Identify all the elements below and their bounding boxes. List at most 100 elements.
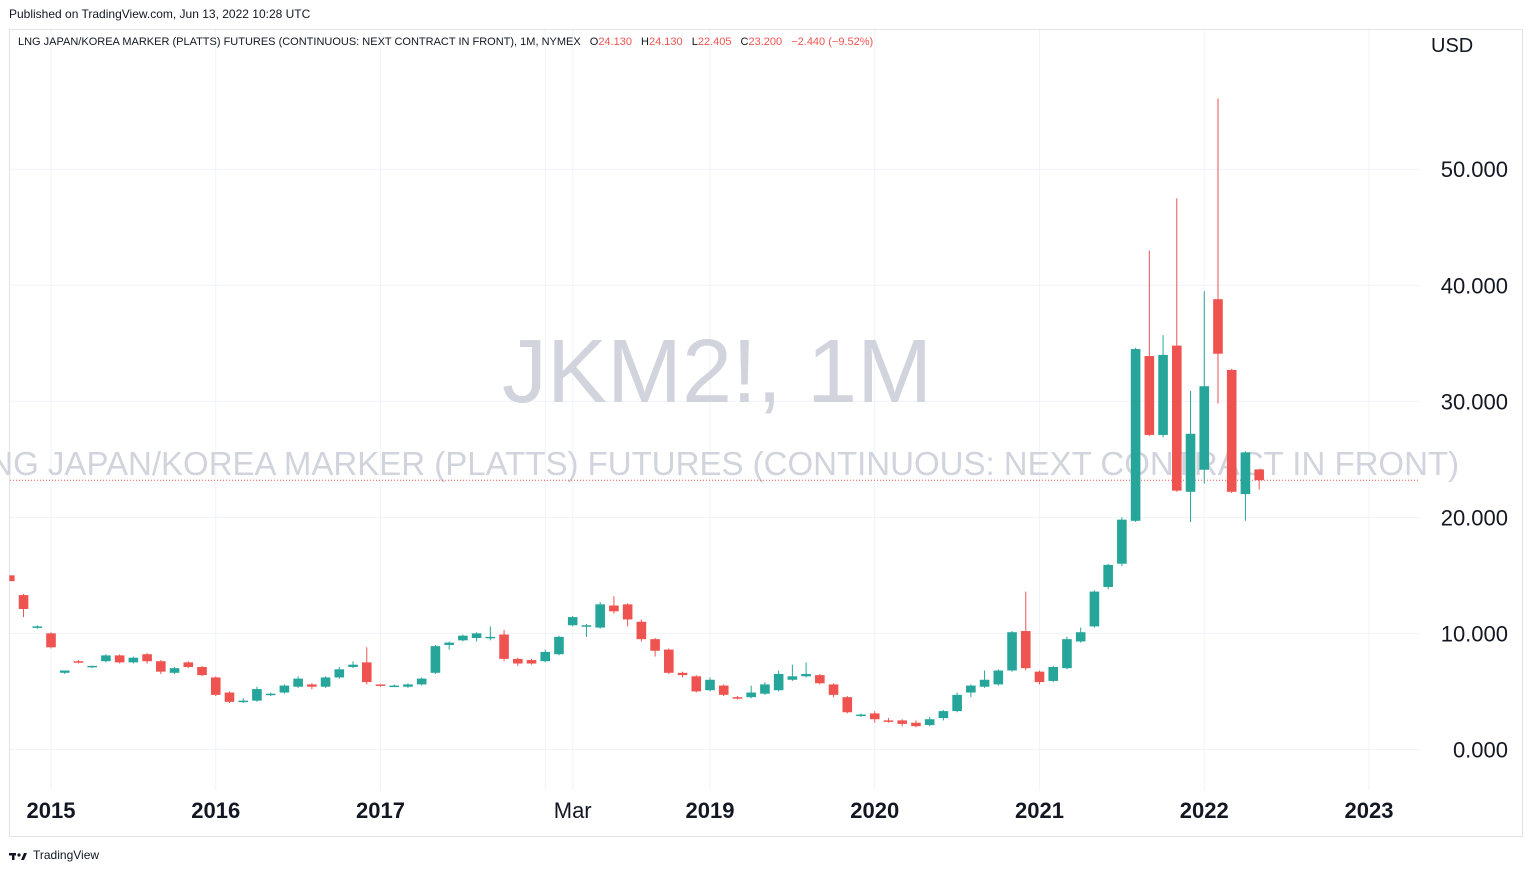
y-tick-label: 40.000 — [1441, 273, 1508, 298]
candle[interactable] — [938, 709, 949, 721]
candle[interactable] — [1213, 98, 1223, 404]
candle[interactable] — [581, 624, 592, 637]
candle[interactable] — [114, 654, 125, 664]
candle[interactable] — [444, 641, 454, 650]
candle[interactable] — [320, 676, 331, 688]
candle[interactable] — [526, 658, 537, 665]
candle[interactable] — [1048, 665, 1059, 683]
candle[interactable] — [636, 619, 647, 642]
candle[interactable] — [183, 661, 194, 669]
candle[interactable] — [1007, 631, 1017, 672]
candle[interactable] — [416, 677, 427, 686]
candle[interactable] — [801, 662, 811, 678]
candle[interactable] — [32, 625, 43, 629]
candle[interactable] — [732, 696, 743, 700]
candle[interactable] — [238, 698, 249, 703]
candle[interactable] — [828, 683, 839, 698]
candle[interactable] — [1185, 390, 1196, 522]
candle[interactable] — [361, 647, 372, 685]
candle[interactable] — [883, 718, 894, 723]
candle[interactable] — [279, 684, 290, 694]
candle[interactable] — [73, 660, 84, 664]
currency-label[interactable]: USD — [1431, 35, 1474, 57]
candle[interactable] — [307, 683, 317, 690]
candle-body — [773, 673, 784, 691]
candle[interactable] — [128, 656, 139, 664]
candle[interactable] — [993, 669, 1004, 686]
candle[interactable] — [760, 682, 770, 695]
candle[interactable] — [348, 661, 358, 669]
candle[interactable] — [375, 684, 386, 687]
candle[interactable] — [773, 670, 784, 692]
candle[interactable] — [471, 632, 482, 642]
candle[interactable] — [1240, 451, 1251, 521]
candle[interactable] — [403, 683, 413, 688]
candle[interactable] — [1117, 517, 1127, 567]
candle[interactable] — [1158, 335, 1168, 438]
candle[interactable] — [787, 664, 798, 681]
chart-frame[interactable] — [9, 29, 1523, 837]
candle[interactable] — [293, 676, 303, 688]
candle-body — [10, 575, 15, 582]
candle[interactable] — [1171, 198, 1182, 492]
candle[interactable] — [1226, 368, 1237, 493]
candle[interactable] — [389, 684, 400, 688]
candle[interactable] — [1075, 627, 1086, 643]
candle[interactable] — [979, 670, 990, 688]
candle[interactable] — [595, 602, 605, 629]
candle[interactable] — [101, 654, 111, 663]
candle[interactable] — [1103, 563, 1113, 590]
candle[interactable] — [718, 684, 729, 697]
candle[interactable] — [197, 665, 207, 677]
candle[interactable] — [650, 638, 660, 657]
candle[interactable] — [265, 692, 276, 697]
candle[interactable] — [856, 713, 866, 717]
footer-branding[interactable]: TradingView — [9, 848, 99, 862]
candle[interactable] — [705, 677, 715, 692]
candle[interactable] — [1062, 636, 1072, 670]
candle[interactable] — [622, 603, 633, 627]
candle[interactable] — [911, 720, 921, 728]
candle[interactable] — [924, 716, 935, 727]
candle[interactable] — [18, 593, 29, 618]
candle[interactable] — [842, 696, 853, 714]
candle[interactable] — [9, 575, 15, 582]
candle[interactable] — [334, 667, 345, 679]
candle[interactable] — [59, 670, 70, 674]
candle[interactable] — [1034, 670, 1045, 685]
candle[interactable] — [210, 676, 221, 697]
candle[interactable] — [869, 711, 880, 723]
candle[interactable] — [815, 673, 825, 685]
candle[interactable] — [458, 634, 468, 642]
candle[interactable] — [1199, 291, 1210, 484]
candle[interactable] — [87, 665, 97, 669]
candle[interactable] — [1089, 590, 1100, 628]
candle[interactable] — [156, 660, 166, 674]
candle[interactable] — [1254, 469, 1264, 490]
candle[interactable] — [664, 648, 674, 674]
candle[interactable] — [1144, 250, 1155, 437]
candle[interactable] — [485, 626, 496, 641]
candle[interactable] — [897, 719, 908, 727]
candle[interactable] — [252, 686, 262, 702]
candle[interactable] — [142, 653, 152, 664]
candle[interactable] — [1020, 591, 1031, 671]
candle[interactable] — [746, 685, 756, 699]
candle[interactable] — [46, 632, 56, 649]
candle-body — [1185, 433, 1196, 492]
candle[interactable] — [952, 692, 962, 713]
candle[interactable] — [966, 684, 976, 698]
candle[interactable] — [540, 649, 551, 663]
candle[interactable] — [609, 596, 619, 614]
candle[interactable] — [554, 635, 564, 656]
candle[interactable] — [1130, 347, 1141, 522]
candle[interactable] — [677, 671, 688, 678]
candle[interactable] — [430, 644, 441, 674]
candle[interactable] — [512, 657, 523, 666]
candle[interactable] — [499, 629, 509, 662]
candle[interactable] — [567, 615, 578, 627]
candle[interactable] — [224, 691, 235, 703]
candle[interactable] — [691, 675, 702, 693]
candle[interactable] — [169, 667, 180, 674]
